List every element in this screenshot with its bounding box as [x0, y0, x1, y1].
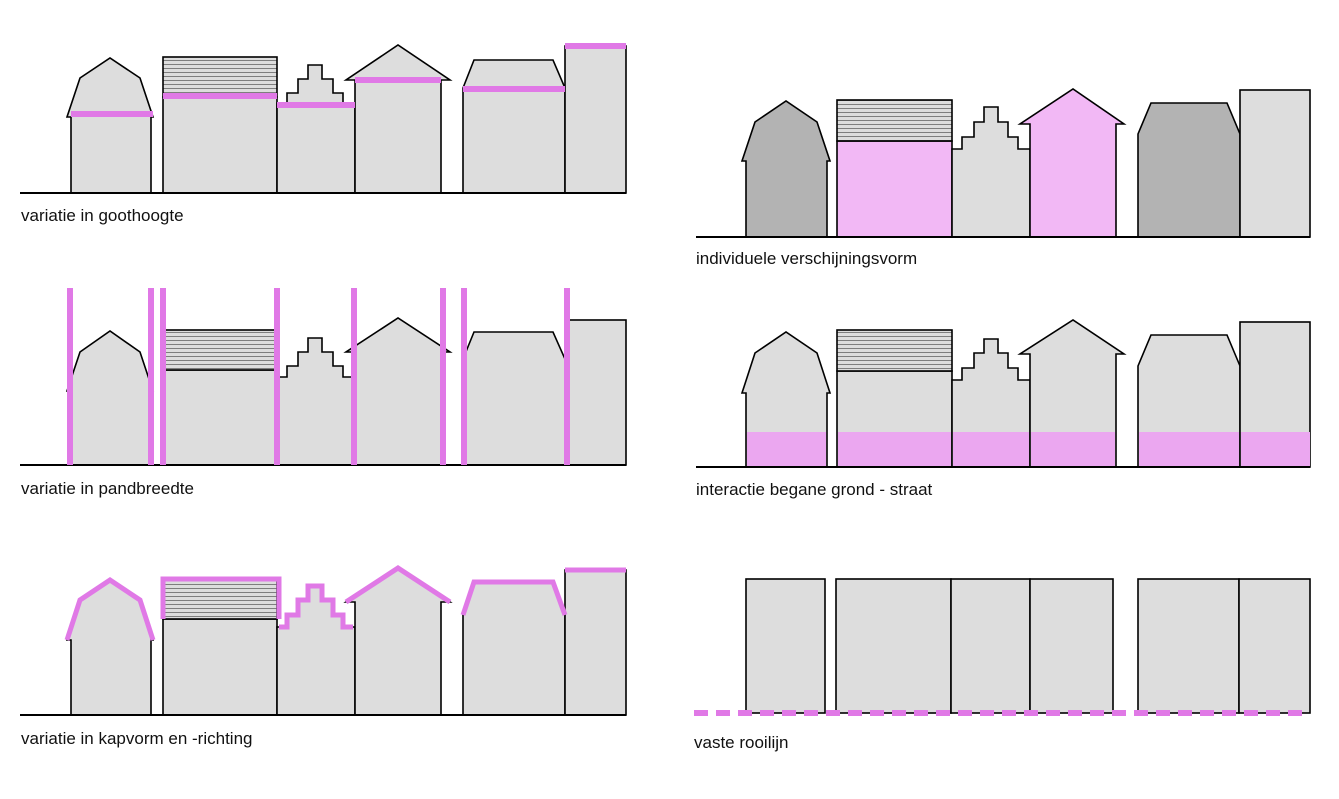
house-6	[564, 569, 627, 716]
house-3	[276, 585, 356, 716]
width-highlights	[67, 288, 570, 465]
house-4	[1017, 88, 1127, 238]
house-2-roof	[836, 99, 953, 142]
house-5	[1137, 102, 1241, 238]
house-2-roof	[162, 56, 278, 98]
house-2	[162, 96, 278, 194]
panel-verschijningsvorm	[696, 88, 1311, 238]
caption-interactie: interactie begane grond - straat	[696, 480, 933, 499]
caption-kapvorm: variatie in kapvorm en -richting	[21, 729, 253, 748]
house-1	[65, 57, 155, 194]
house-5	[1137, 578, 1240, 714]
house-6	[564, 319, 627, 466]
house-2-roof	[162, 578, 278, 620]
caption-goothoogte: variatie in goothoogte	[21, 206, 184, 225]
house-2-roof	[836, 329, 953, 372]
house-3	[276, 64, 356, 194]
house-5	[462, 59, 566, 194]
eave-highlights	[71, 43, 626, 117]
house-5	[462, 581, 566, 716]
house-3	[276, 337, 356, 466]
house-4	[1029, 578, 1114, 714]
roof-highlights	[64, 565, 626, 641]
house-2	[162, 618, 278, 716]
house-1	[740, 100, 832, 238]
panel-rooilijn	[745, 578, 1311, 714]
panel-pandbreedte	[20, 317, 627, 466]
panel-goothoogte	[20, 44, 627, 194]
house-4	[343, 44, 453, 194]
caption-rooilijn: vaste rooilijn	[694, 733, 789, 752]
house-6	[564, 45, 627, 194]
caption-verschijningsvorm: individuele verschijningsvorm	[696, 249, 918, 268]
house-2	[835, 578, 952, 714]
house-2-roof	[162, 329, 278, 371]
house-6	[1238, 578, 1311, 714]
house-1	[65, 330, 155, 466]
house-6	[1239, 89, 1311, 238]
house-3	[950, 578, 1031, 714]
house-4	[343, 317, 453, 466]
house-1	[745, 578, 826, 714]
house-3	[951, 106, 1031, 238]
house-2	[162, 369, 278, 466]
house-2	[836, 140, 953, 238]
ground-floor-bands	[747, 432, 1310, 467]
caption-pandbreedte: variatie in pandbreedte	[21, 479, 194, 498]
house-4	[1017, 319, 1127, 468]
house-5	[462, 331, 566, 466]
